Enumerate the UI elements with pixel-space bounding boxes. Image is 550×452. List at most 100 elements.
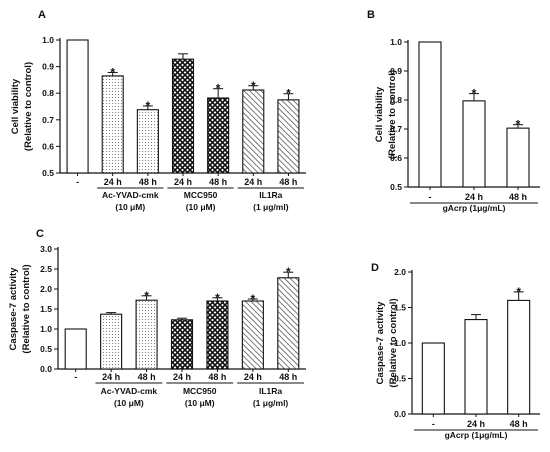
- y-tick-label: 1.0: [42, 35, 54, 45]
- y-tick-label: 2.0: [40, 284, 52, 294]
- y-tick-label: 1.0: [394, 338, 406, 348]
- bar: [207, 97, 230, 174]
- y-tick-label: 0.0: [394, 409, 406, 419]
- bar: [171, 58, 195, 174]
- bar: [507, 299, 531, 415]
- bar: [64, 328, 87, 370]
- x-tick-label: -: [76, 177, 79, 187]
- x-tick-label: 24 h: [104, 177, 122, 187]
- group-label: gAcrp (1μg/mL): [445, 430, 508, 440]
- group-label: Ac-YVAD-cmk: [101, 386, 158, 396]
- significance-star: *: [110, 65, 115, 79]
- y-tick-label: 0.6: [390, 153, 402, 163]
- significance-star: *: [472, 87, 477, 101]
- y-axis-sublabel: (Relative to control): [387, 70, 398, 159]
- significance-star: *: [251, 292, 256, 306]
- bar: [101, 75, 124, 174]
- group-sublabel: (10 μM): [114, 398, 144, 408]
- significance-star: *: [516, 118, 521, 132]
- x-tick-label: 48 h: [209, 177, 227, 187]
- y-tick-label: 0.8: [42, 88, 54, 98]
- panel-letter-d: D: [371, 262, 379, 274]
- x-tick-label: 24 h: [173, 372, 191, 382]
- y-tick-label: 0.7: [42, 115, 54, 125]
- y-axis-sublabel: (Relative to control): [388, 298, 399, 387]
- group-label: IL1Ra: [259, 386, 282, 396]
- x-tick-label: 24 h: [244, 372, 262, 382]
- x-tick-label: 24 h: [467, 419, 485, 429]
- x-tick-label: 24 h: [244, 177, 262, 187]
- x-tick-label: -: [429, 192, 432, 202]
- y-tick-label: 2.0: [394, 267, 406, 277]
- y-tick-label: 1.5: [40, 304, 52, 314]
- x-tick-label: 48 h: [138, 372, 156, 382]
- group-label: IL1Ra: [259, 190, 282, 200]
- y-tick-label: 1.5: [394, 303, 406, 313]
- y-tick-label: 0.5: [40, 344, 52, 354]
- y-tick-label: 0.5: [394, 374, 406, 384]
- y-tick-label: 0.8: [390, 95, 402, 105]
- bar: [421, 342, 445, 415]
- y-axis-sublabel: (Relative to control): [23, 62, 34, 151]
- y-tick-label: 0.7: [390, 124, 402, 134]
- bar: [136, 109, 159, 174]
- group-label: Ac-YVAD-cmk: [102, 190, 159, 200]
- y-tick-label: 0.5: [42, 168, 54, 178]
- y-tick-label: 0.5: [390, 182, 402, 192]
- group-sublabel: (1 μg/ml): [253, 398, 289, 408]
- bar: [418, 41, 442, 188]
- significance-star: *: [251, 79, 256, 93]
- bar: [462, 100, 486, 188]
- x-tick-label: 48 h: [139, 177, 157, 187]
- y-axis-label: Cell viability: [374, 86, 385, 142]
- significance-star: *: [286, 265, 291, 279]
- panel-letter-b: B: [367, 9, 375, 21]
- x-tick-label: 48 h: [509, 192, 527, 202]
- y-tick-label: 3.0: [40, 244, 52, 254]
- y-axis-label: Caspase-7 activity: [375, 301, 386, 385]
- bar: [464, 319, 488, 415]
- x-tick-label: -: [74, 372, 77, 382]
- x-tick-label: 24 h: [174, 177, 192, 187]
- panel-letter-a: A: [38, 9, 46, 21]
- bar: [242, 89, 265, 174]
- bar: [170, 319, 194, 370]
- significance-star: *: [215, 291, 220, 305]
- group-sublabel: (10 μM): [115, 202, 145, 212]
- panel-d-chart: 0.0 0.5 1.0 1.5 2.0 Caspase-7 activity (Relati…: [375, 267, 540, 440]
- group-sublabel: (10 μM): [186, 202, 216, 212]
- x-tick-label: 48 h: [510, 419, 528, 429]
- significance-star: *: [216, 82, 221, 96]
- bar: [206, 300, 229, 370]
- panel-a-chart: 0.5 0.6 0.7 0.8 0.9 1.0 Cell viability (Relativ…: [10, 35, 306, 212]
- y-tick-label: 0.9: [42, 62, 54, 72]
- y-tick-label: 0.0: [40, 364, 52, 374]
- bar: [277, 99, 300, 174]
- panel-letter-c: C: [36, 228, 44, 240]
- bar: [100, 313, 123, 370]
- bar: [277, 277, 300, 370]
- group-label: MCC950: [184, 190, 218, 200]
- x-tick-label: 48 h: [279, 372, 297, 382]
- y-axis-sublabel: (Relative to control): [21, 264, 32, 353]
- x-tick-label: 48 h: [208, 372, 226, 382]
- y-tick-label: 0.6: [42, 141, 54, 151]
- group-sublabel: (1 μg/ml): [253, 202, 289, 212]
- y-tick-label: 1.0: [390, 37, 402, 47]
- significance-star: *: [516, 285, 521, 299]
- y-tick-label: 1.0: [40, 324, 52, 334]
- group-sublabel: (10 μM): [185, 398, 215, 408]
- group-label: MCC950: [183, 386, 217, 396]
- y-axis-label: Cell viability: [10, 78, 21, 134]
- x-tick-label: -: [432, 419, 435, 429]
- y-tick-label: 2.5: [40, 264, 52, 274]
- group-label: gAcrp (1μg/mL): [443, 203, 506, 213]
- y-axis-label: Caspase-7 activity: [8, 267, 19, 351]
- significance-star: *: [286, 87, 291, 101]
- bar: [66, 39, 89, 174]
- significance-star: *: [146, 99, 151, 113]
- x-tick-label: 24 h: [465, 192, 483, 202]
- significance-star: *: [144, 289, 149, 303]
